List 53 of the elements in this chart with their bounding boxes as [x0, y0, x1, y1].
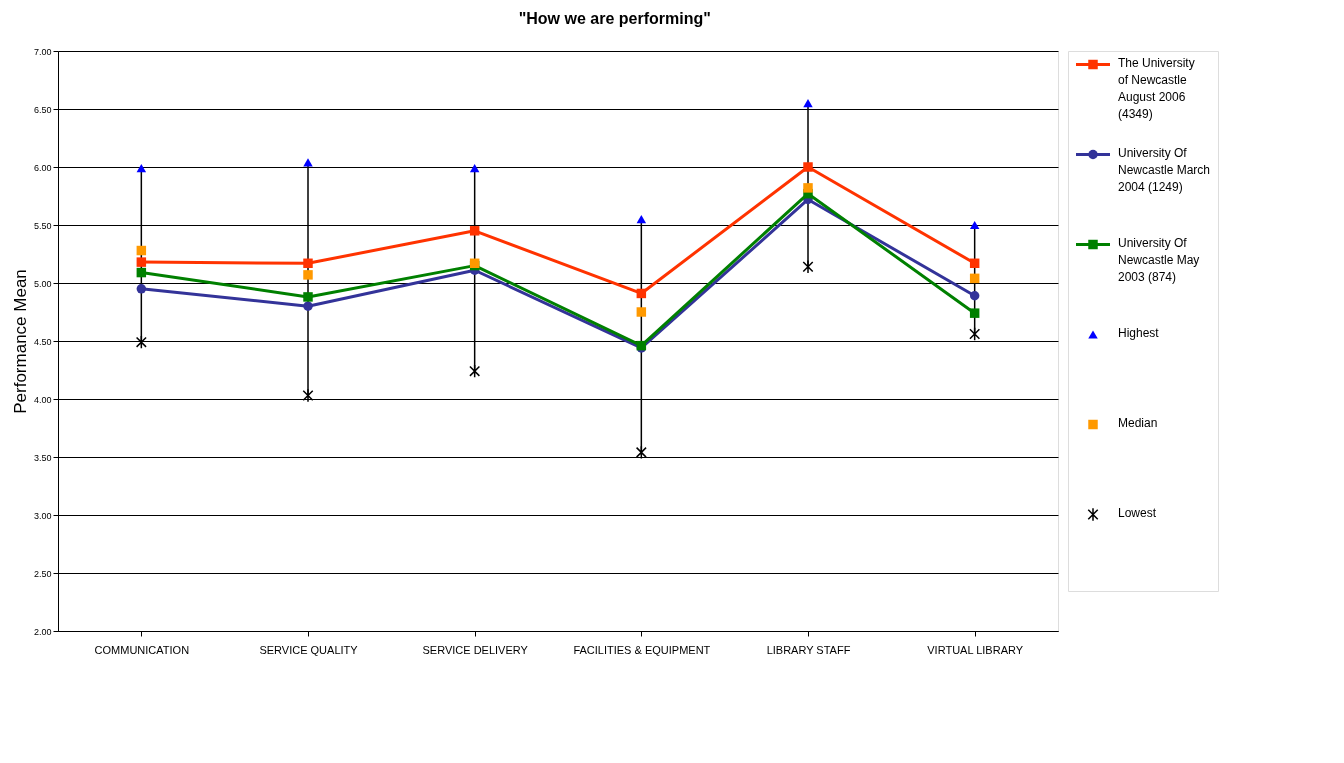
point: [303, 258, 313, 269]
x-tick-label: LIBRARY STAFF: [766, 643, 851, 656]
legend-label: Highest: [1118, 325, 1160, 340]
legend-label: Median: [1118, 415, 1158, 430]
point: [136, 245, 147, 256]
y-tick-label: 6.50: [33, 104, 52, 115]
point: [969, 308, 980, 318]
point: [136, 284, 147, 294]
y-tick-label: 2.50: [33, 568, 52, 579]
legend-label: University Of Newcastle March 2004 (1249): [1118, 145, 1211, 194]
point: [969, 291, 980, 301]
point: [636, 215, 647, 224]
point: [136, 267, 147, 278]
point: [135, 335, 147, 350]
chart-title: "How we are performing": [518, 9, 711, 27]
x-tick-label: SERVICE DELIVERY: [422, 643, 529, 656]
y-tick-label: 3.50: [33, 452, 52, 463]
point: [469, 364, 481, 379]
point: [136, 257, 147, 267]
point: [802, 259, 814, 274]
x-tick-label: SERVICE QUALITY: [259, 643, 359, 656]
y-tick-label: 2.00: [33, 626, 52, 637]
point: [803, 162, 813, 172]
point: [469, 226, 480, 236]
point: [636, 288, 647, 299]
y-tick-label: 4.50: [33, 336, 52, 347]
point: [969, 273, 980, 284]
y-axis-title: Performance Mean: [10, 269, 30, 414]
point: [969, 220, 980, 230]
point: [803, 183, 813, 193]
y-tick-label: 5.00: [33, 278, 52, 289]
point: [969, 258, 980, 269]
point: [803, 99, 813, 108]
point: [303, 270, 313, 280]
y-tick-label: 7.00: [33, 46, 52, 57]
point: [303, 292, 313, 302]
point: [636, 307, 647, 317]
legend-label: University Of Newcastle May 2003 (874): [1118, 235, 1200, 284]
point: [635, 445, 647, 460]
x-tick-label: VIRTUAL LIBRARY: [927, 643, 1024, 656]
point: [136, 164, 147, 173]
y-tick-label: 3.00: [33, 510, 52, 521]
legend-label: Lowest: [1118, 505, 1157, 520]
point: [302, 388, 314, 403]
y-tick-label: 4.00: [33, 394, 52, 405]
point: [469, 164, 480, 173]
y-tick-label: 6.00: [33, 162, 52, 173]
point: [969, 327, 981, 341]
y-tick-label: 5.50: [33, 220, 52, 231]
x-tick-label: COMMUNICATION: [94, 643, 190, 656]
legend-label: The University of Newcastle August 2006 (4349): [1118, 55, 1195, 121]
point: [303, 301, 313, 311]
x-tick-label: FACILITIES & EQUIPMENT: [573, 643, 711, 656]
